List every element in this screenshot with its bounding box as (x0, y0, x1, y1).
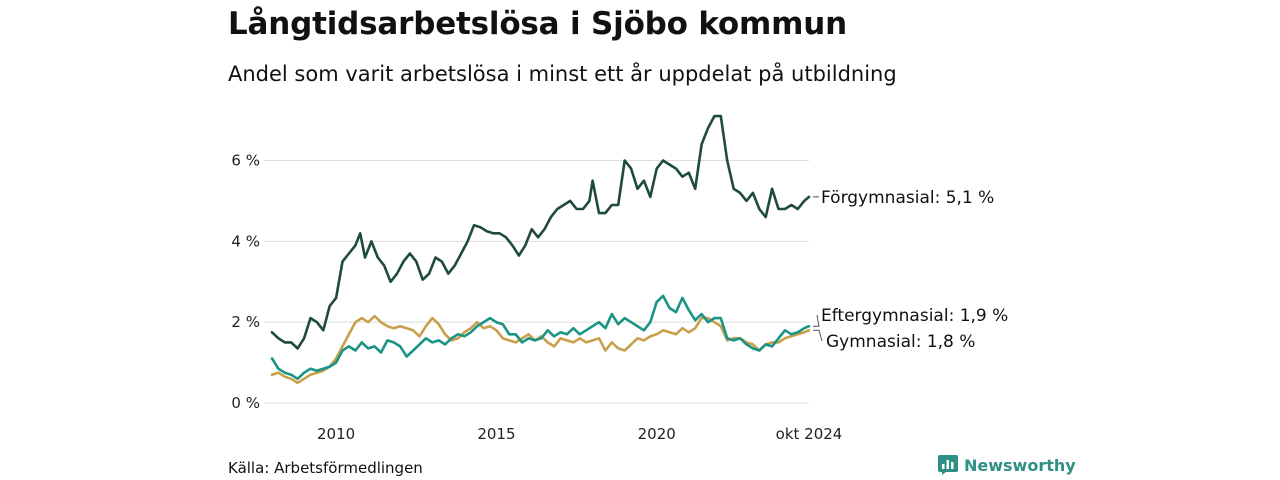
series-end-label: Eftergymnasial: 1,9 % (821, 306, 1008, 326)
brand-name: Newsworthy (964, 455, 1076, 475)
grid-lines (264, 160, 809, 404)
y-tick-label: 2 % (231, 313, 260, 331)
chart-title: Långtidsarbetslösa i Sjöbo kommun (228, 6, 847, 42)
series-end-label: Förgymnasial: 5,1 % (821, 188, 994, 208)
label-leader-line (813, 314, 820, 327)
brand-logo: Newsworthy (938, 455, 1076, 475)
x-tick-label: okt 2024 (776, 425, 843, 443)
source-note: Källa: Arbetsförmedlingen (228, 459, 423, 477)
y-tick-label: 0 % (231, 394, 260, 412)
series-end-label: Gymnasial: 1,8 % (826, 332, 975, 352)
x-axis-ticks: 2010 2015 2020 okt 2024 (317, 425, 842, 443)
label-leader-line (813, 329, 823, 342)
series-end-labels: Förgymnasial: 5,1 % Eftergymnasial: 1,9 %… (813, 188, 1008, 352)
newsworthy-logo-icon (938, 455, 958, 475)
x-tick-label: 2015 (477, 425, 515, 443)
y-tick-label: 4 % (231, 232, 260, 250)
series-line-frgymnasial (270, 114, 811, 350)
series-lines (270, 114, 811, 385)
x-tick-label: 2020 (638, 425, 676, 443)
y-tick-label: 6 % (231, 152, 260, 170)
series-line-eftergymnasial (270, 294, 811, 381)
y-axis-ticks: 0 % 2 % 4 % 6 % (231, 152, 260, 412)
chart-subtitle: Andel som varit arbetslösa i minst ett å… (228, 62, 897, 86)
x-tick-label: 2010 (317, 425, 355, 443)
